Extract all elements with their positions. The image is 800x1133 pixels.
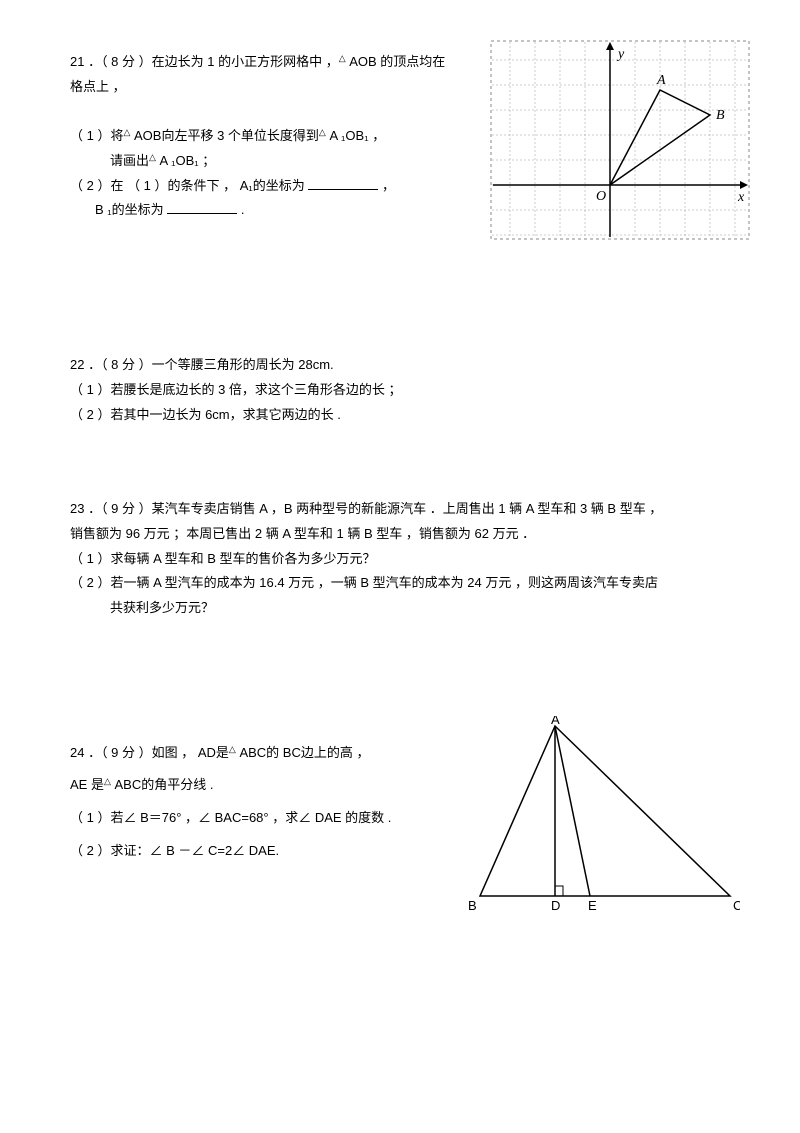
triangle-symbol: △ <box>319 127 326 137</box>
triangle-symbol: △ <box>104 776 111 786</box>
svg-text:B: B <box>716 108 725 123</box>
q21-p2-a: （ 2 ）在 （ 1 ）的条件下 ， A₁的坐标为 <box>70 178 308 193</box>
q24-header2: ABC的 BC边上的高 ， <box>236 745 370 760</box>
q21-part3: B ₁的坐标为 . <box>70 198 450 223</box>
q24-header: 24 ．（ 9 分 ）如图 ， AD是 <box>70 745 229 760</box>
triangle-symbol: △ <box>339 53 346 63</box>
q21-header: 21 ．（ 8 分 ）在边长为 1 的小正方形网格中 ， <box>70 54 339 69</box>
question-21: 21 ．（ 8 分 ）在边长为 1 的小正方形网格中 ，△ AOB 的顶点均在格… <box>70 50 730 223</box>
question-22: 22 ．（ 8 分 ）一个等腰三角形的周长为 28cm. （ 1 ）若腰长是底边… <box>70 353 730 427</box>
q21-p1-i: 请画出 <box>110 153 149 168</box>
q21-part1: （ 1 ）将△ AOB向左平移 3 个单位长度得到△ A ₁OB₁ ， <box>70 124 450 149</box>
q21-content: 21 ．（ 8 分 ）在边长为 1 的小正方形网格中 ，△ AOB 的顶点均在格… <box>70 50 450 223</box>
q21-p1-c: A ₁OB₁ ， <box>326 128 385 143</box>
q22-part1: （ 1 ）若腰长是底边长的 3 倍，求这个三角形各边的长 ； <box>70 378 730 403</box>
triangle-symbol: △ <box>229 744 236 754</box>
svg-text:D: D <box>551 898 560 913</box>
q21-figure: y x O A B <box>490 40 750 249</box>
svg-text:x: x <box>737 190 745 205</box>
svg-text:E: E <box>588 898 597 913</box>
q21-part2: （ 2 ）在 （ 1 ）的条件下 ， A₁的坐标为 ， <box>70 174 450 199</box>
q24-figure: A B C D E <box>460 716 740 925</box>
q22-part2: （ 2 ）若其中一边长为 6cm，求其它两边的长 . <box>70 403 730 428</box>
question-23: 23 ．（ 9 分 ）某汽车专卖店销售 A ，B 两种型号的新能源汽车 ．上周售… <box>70 497 730 620</box>
question-24: 24 ．（ 9 分 ）如图 ， AD是△ ABC的 BC边上的高 ， AE 是△… <box>70 741 730 864</box>
q24-content: 24 ．（ 9 分 ）如图 ， AD是△ ABC的 BC边上的高 ， AE 是△… <box>70 741 420 864</box>
q24-part1: （ 1 ）若∠ B＝76° ，∠ BAC=68° ，求∠ DAE 的度数 . <box>70 806 420 831</box>
q21-p1-i2: A ₁OB₁ ； <box>156 153 215 168</box>
q24-line2a: AE 是 <box>70 777 104 792</box>
svg-text:A: A <box>551 716 560 727</box>
triangle-symbol: △ <box>149 152 156 162</box>
q24-l1: 24 ．（ 9 分 ）如图 ， AD是△ ABC的 BC边上的高 ， <box>70 741 420 766</box>
q21-p1-b: AOB向左平移 3 个单位长度得到 <box>130 128 319 143</box>
svg-text:C: C <box>733 898 740 913</box>
grid-svg: y x O A B <box>490 40 750 240</box>
q23-part1: （ 1 ）求每辆 A 型车和 B 型车的售价各为多少万元？ <box>70 547 730 572</box>
q23-part2: （ 2 ）若一辆 A 型汽车的成本为 16.4 万元 ，一辆 B 型汽车的成本为… <box>70 571 730 596</box>
svg-text:B: B <box>468 898 477 913</box>
q21-p2-b: ， <box>378 178 395 193</box>
q23-part2b: 共获利多少万元？ <box>70 596 730 621</box>
blank-a1 <box>308 176 378 190</box>
q24-line2b: ABC的角平分线 . <box>111 777 214 792</box>
svg-text:A: A <box>656 73 666 88</box>
q21-p3-b: . <box>237 202 244 217</box>
q21-p3-a: B ₁的坐标为 <box>95 202 167 217</box>
q24-l2: AE 是△ ABC的角平分线 . <box>70 773 420 798</box>
q23-header: 23 ．（ 9 分 ）某汽车专卖店销售 A ，B 两种型号的新能源汽车 ．上周售… <box>70 497 730 522</box>
q21-part1-indent: 请画出△ A ₁OB₁ ； <box>70 149 450 174</box>
svg-text:O: O <box>596 189 606 204</box>
svg-text:y: y <box>616 47 625 62</box>
blank-b1 <box>167 200 237 214</box>
q24-part2: （ 2 ）求证：∠ B －∠ C=2∠ DAE. <box>70 839 420 864</box>
triangle-svg: A B C D E <box>460 716 740 916</box>
q23-line2: 销售额为 96 万元 ；本周已售出 2 辆 A 型车和 1 辆 B 型车 ，销售… <box>70 522 730 547</box>
q22-header: 22 ．（ 8 分 ）一个等腰三角形的周长为 28cm. <box>70 353 730 378</box>
q21-p1-a: （ 1 ）将 <box>70 128 123 143</box>
